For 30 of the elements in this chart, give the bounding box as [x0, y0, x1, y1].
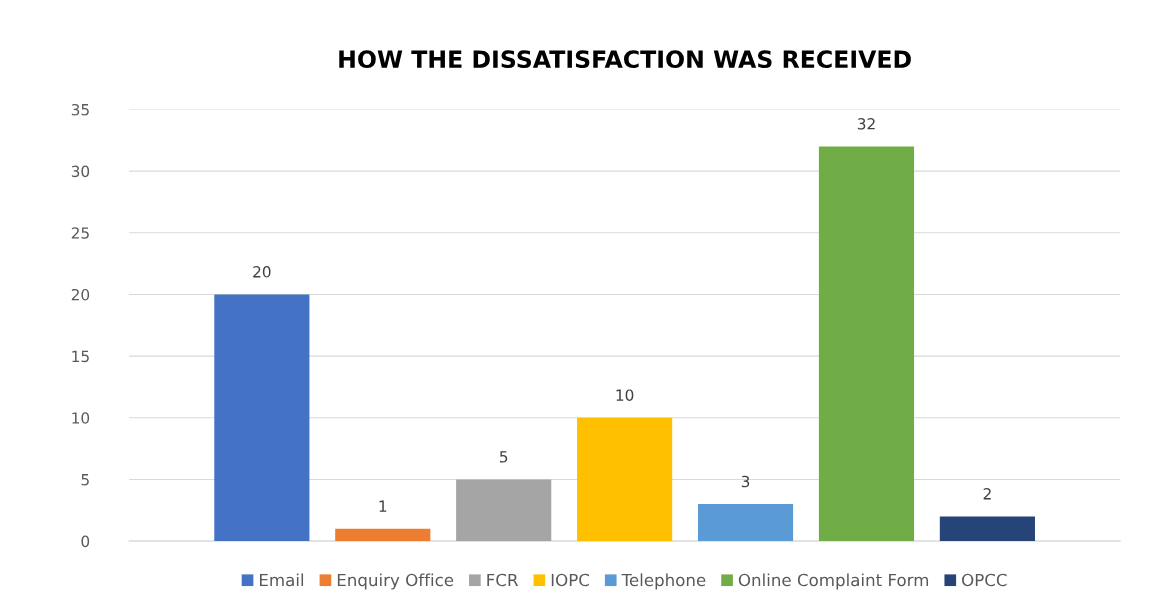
- legend-label: FCR: [487, 573, 519, 587]
- y-tick-label: 20: [71, 288, 90, 301]
- legend-label: Enquiry Office: [337, 573, 454, 590]
- bar: [214, 294, 310, 542]
- y-tick-label: 35: [71, 103, 89, 116]
- y-tick-label: 25: [71, 227, 89, 239]
- data-label: 1: [379, 500, 387, 512]
- y-tick-label: 30: [71, 165, 90, 178]
- y-tick-label: 15: [72, 350, 89, 363]
- bar: [939, 516, 1035, 542]
- bar: [697, 504, 794, 542]
- legend-label: Online Complaint Form: [738, 573, 929, 590]
- chart-title: HOW THE DISSATISFACTION WAS RECEIVED: [339, 50, 911, 69]
- y-tick-label: 5: [81, 474, 89, 486]
- data-label: 5: [500, 451, 508, 463]
- legend-label: Telephone: [621, 573, 706, 590]
- y-tick-label: 0: [81, 535, 90, 548]
- bar: [577, 417, 673, 542]
- bar: [456, 479, 552, 542]
- bar: [818, 146, 915, 542]
- data-label: 3: [741, 475, 750, 488]
- data-label: 10: [616, 389, 634, 401]
- data-label: 2: [983, 488, 991, 500]
- data-label: 20: [253, 266, 271, 278]
- legend-label: OPCC: [962, 573, 1007, 587]
- legend-label: Email: [259, 573, 304, 587]
- y-tick-label: 10: [72, 412, 90, 424]
- legend-label: IOPC: [551, 573, 590, 587]
- data-label: 32: [857, 118, 875, 130]
- bar: [335, 528, 431, 542]
